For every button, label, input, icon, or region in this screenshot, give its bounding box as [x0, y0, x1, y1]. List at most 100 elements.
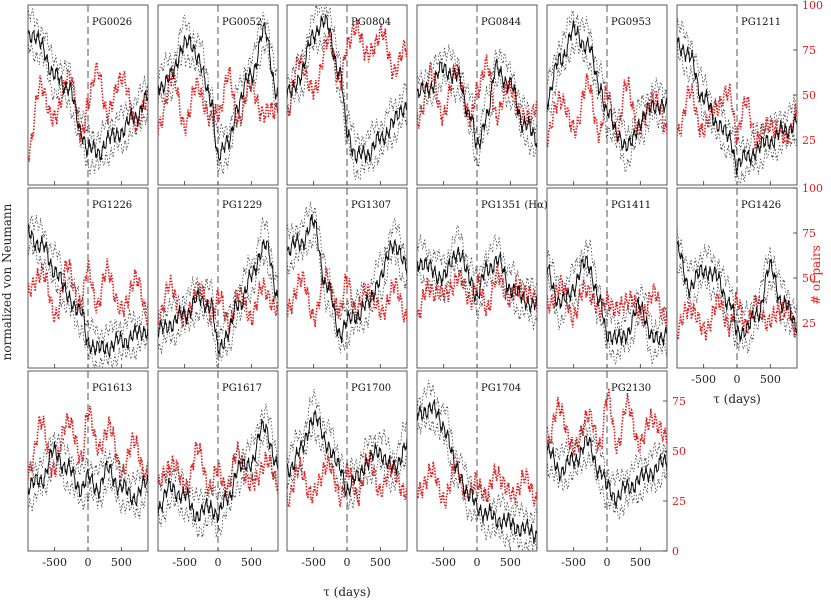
right-axis-tick-label: 75	[802, 44, 816, 57]
vn-lower-envelope	[158, 428, 278, 538]
pairs-series-line	[547, 388, 667, 456]
vn-series-line	[287, 13, 407, 164]
panel-pg1351: PG1351 (Hα)	[416, 187, 548, 369]
right-axis-tick-label: 50	[802, 89, 816, 102]
vn-series-line	[677, 37, 797, 175]
vn-lower-envelope	[417, 72, 537, 168]
panel-label: PG1704	[481, 383, 521, 394]
panel-label: PG1426	[741, 200, 781, 211]
panel-pg1229: PG1229	[157, 187, 279, 369]
x-tick-label: 500	[111, 556, 132, 569]
vn-series-line	[28, 441, 148, 507]
vn-lower-envelope	[417, 414, 537, 551]
panel-plot-area	[287, 188, 407, 368]
pairs-series-line	[547, 273, 667, 328]
right-axis-tick-label: 50	[672, 445, 686, 458]
panel-pg0026: PG0026	[27, 4, 149, 186]
pairs-series-line	[417, 458, 537, 509]
panel-plot-area	[287, 5, 407, 185]
right-axis-tick-label: 25	[802, 317, 816, 330]
panel-pg1426: PG1426 -500 0 500	[676, 187, 798, 386]
vn-lower-envelope	[287, 29, 407, 180]
panel-pg0804: PG0804	[286, 4, 408, 186]
panel-plot-area	[417, 371, 537, 551]
vn-upper-envelope	[417, 44, 537, 141]
vn-upper-envelope	[158, 403, 278, 505]
panel-pg1226: PG1226	[27, 187, 149, 369]
x-tick-label: 0	[474, 556, 481, 569]
vn-series-line	[417, 399, 537, 544]
vn-upper-envelope	[417, 380, 537, 524]
vn-lower-envelope	[547, 452, 667, 520]
panel-label: PG1617	[222, 383, 262, 394]
panel-pg0844: PG0844	[416, 4, 538, 186]
vn-series-line	[287, 214, 407, 344]
panel-pg1617: PG1617 -500 0 500	[157, 370, 279, 569]
right-axis-tick-label: 100	[802, 0, 823, 12]
vn-lower-envelope	[547, 266, 667, 366]
panel-plot-area	[28, 188, 148, 368]
vn-upper-envelope	[28, 431, 148, 489]
vn-series-line	[158, 22, 278, 162]
x-tick-label: 0	[85, 556, 92, 569]
vn-series-line	[158, 418, 278, 523]
vn-lower-envelope	[677, 263, 797, 354]
x-tick-label: -500	[561, 556, 586, 569]
x-tick-label: 0	[604, 556, 611, 569]
panel-plot-area	[28, 371, 148, 551]
vn-series-line	[417, 246, 537, 313]
panel-plot-area	[547, 5, 667, 185]
vn-upper-envelope	[158, 12, 278, 140]
panel-plot-area	[287, 371, 407, 551]
panel-pg1211: PG1211	[676, 4, 798, 186]
vn-upper-envelope	[287, 5, 407, 150]
vn-series-line	[547, 435, 667, 508]
panel-label: PG1229	[222, 200, 262, 211]
x-tick-label: 0	[344, 556, 351, 569]
vn-lower-envelope	[158, 42, 278, 175]
vn-lower-envelope	[287, 232, 407, 354]
pairs-series-line	[28, 405, 148, 485]
panel-label: PG0953	[611, 17, 651, 28]
panel-label: PG2130	[611, 383, 651, 394]
panel-label: PG0052	[222, 17, 262, 28]
x-tick-label: 500	[760, 373, 781, 386]
vn-upper-envelope	[547, 239, 667, 334]
panel-label: PG1351 (Hα)	[481, 200, 548, 211]
x-axis-label: τ (days)	[323, 585, 371, 598]
panel-label: PG0844	[481, 17, 521, 28]
x-tick-label: 500	[630, 556, 651, 569]
panel-label: PG1700	[351, 383, 391, 394]
pairs-series-line	[287, 19, 407, 117]
x-axis-label-secondary: τ (days)	[713, 392, 761, 406]
x-tick-label: 0	[734, 373, 741, 386]
x-tick-label: -500	[691, 373, 716, 386]
vn-upper-envelope	[417, 225, 537, 295]
pairs-series-line	[158, 441, 278, 499]
panel-pg0953: PG0953	[546, 4, 668, 186]
pairs-series-line	[287, 267, 407, 328]
vn-upper-envelope	[677, 18, 797, 153]
pairs-series-line	[28, 258, 148, 326]
right-axis-tick-label: 25	[672, 495, 686, 508]
right-axis-tick-label: 75	[802, 227, 816, 240]
panel-plot-area	[158, 371, 278, 551]
y-axis-label-right: # of pairs	[809, 245, 823, 305]
vn-upper-envelope	[28, 7, 148, 148]
x-tick-label: -500	[431, 556, 456, 569]
panel-pg1704: PG1704 -500 0 500	[416, 370, 538, 569]
panel-label: PG0804	[351, 17, 391, 28]
vn-upper-envelope	[547, 10, 667, 139]
x-tick-label: -500	[301, 556, 326, 569]
x-tick-label: -500	[172, 556, 197, 569]
panel-pg2130: PG2130 -500 0 500	[546, 370, 668, 569]
panel-label: PG0026	[92, 17, 132, 28]
right-axis-tick-label: 50	[802, 272, 816, 285]
panel-label: PG1411	[611, 200, 651, 211]
vn-series-line	[417, 58, 537, 150]
pairs-series-line	[28, 59, 148, 162]
x-tick-label: 0	[215, 556, 222, 569]
right-axis-tick-label: 25	[802, 134, 816, 147]
